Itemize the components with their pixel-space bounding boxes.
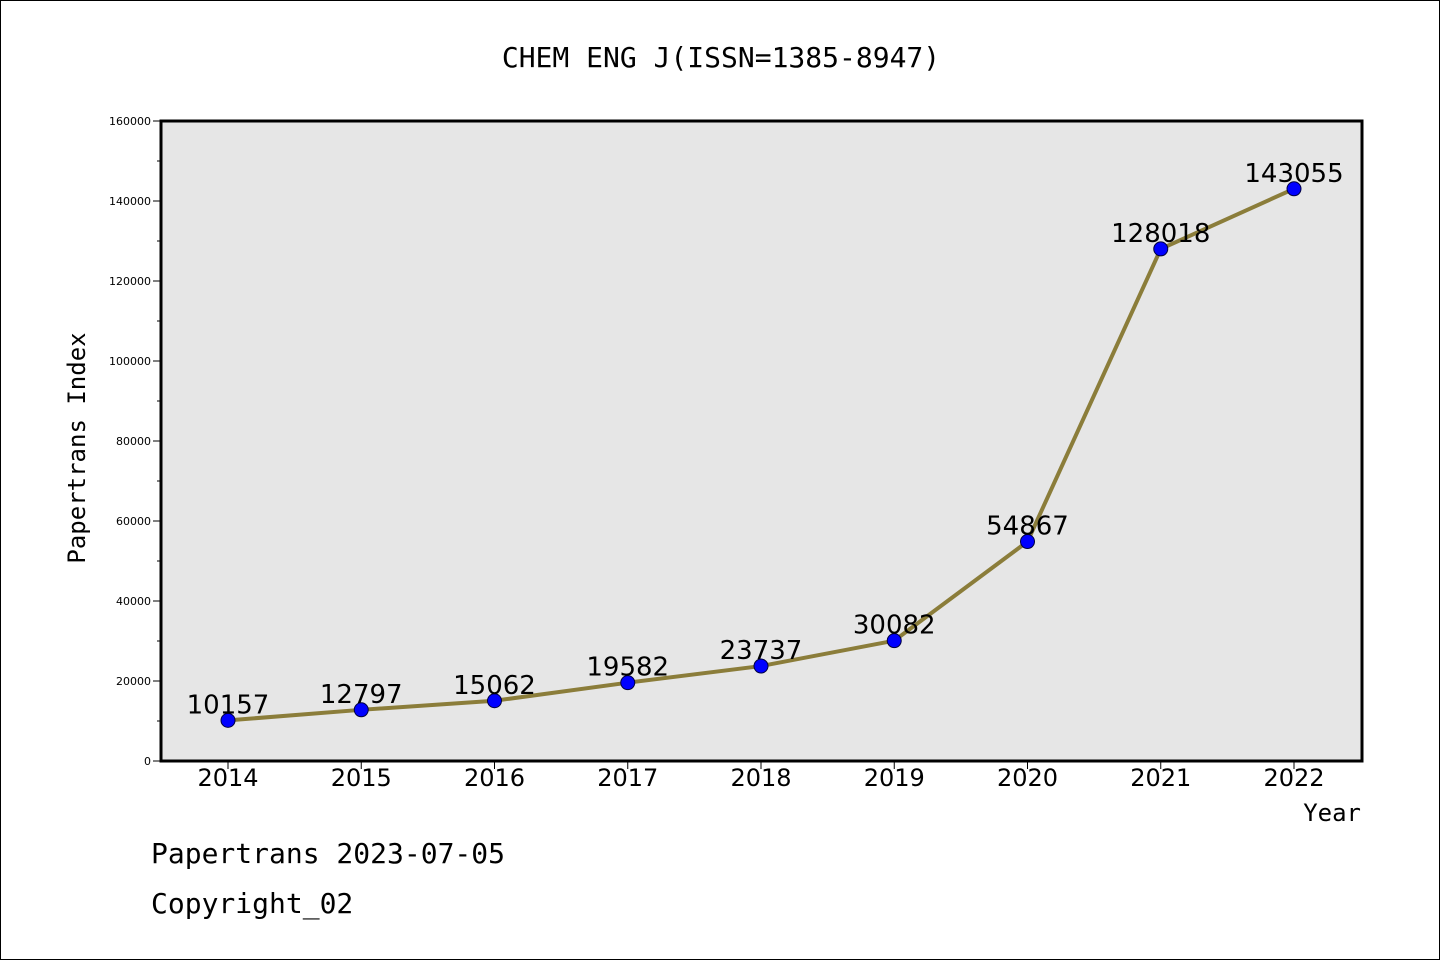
data-point	[1020, 534, 1035, 550]
x-axis-label: Year	[1303, 799, 1361, 827]
data-point	[220, 712, 236, 728]
x-tick-label: 2018	[730, 764, 791, 792]
data-label: 143055	[1244, 159, 1343, 189]
plot-area	[161, 121, 1362, 761]
data-point	[620, 675, 636, 691]
x-tick-label: 2022	[1263, 764, 1324, 792]
data-point	[886, 633, 902, 649]
x-tick-label: 2014	[197, 764, 258, 792]
x-tick-label: 2019	[864, 764, 925, 792]
footer-date: Papertrans 2023-07-05	[151, 837, 506, 870]
plot-frame	[159, 119, 1364, 763]
y-tick-label: 80000	[116, 435, 151, 448]
data-label: 15062	[453, 671, 536, 701]
data-markers	[220, 181, 1302, 728]
data-label: 19582	[586, 653, 669, 683]
y-tick-label: 0	[144, 755, 151, 768]
x-axis: 2014 2015 2016 2017 2018 2019 2020 2021 2022	[197, 761, 1325, 792]
x-tick-label: 2015	[331, 764, 392, 792]
data-point	[753, 658, 769, 674]
footer-copyright: Copyright_02	[151, 887, 354, 920]
x-tick-label: 2020	[997, 764, 1058, 792]
y-tick-label: 120000	[109, 275, 151, 288]
x-tick-label: 2017	[597, 764, 658, 792]
chart-title: CHEM ENG J(ISSN=1385-8947)	[502, 41, 940, 74]
y-tick-label: 40000	[116, 595, 151, 608]
data-label: 54867	[986, 512, 1069, 542]
y-tick-label: 100000	[109, 355, 151, 368]
data-point	[1286, 181, 1302, 197]
data-point	[487, 693, 502, 709]
y-axis-label: Papertrans Index	[63, 332, 91, 563]
y-tick-label: 60000	[116, 515, 151, 528]
data-label: 30082	[853, 611, 936, 641]
data-label: 10157	[187, 690, 270, 720]
y-axis: 0 20000 40000 60000 80000 100000 120000 140000 1…	[109, 115, 161, 768]
data-label: 12797	[320, 680, 403, 710]
x-tick-label: 2016	[464, 764, 525, 792]
data-label: 23737	[720, 636, 803, 666]
y-tick-label: 140000	[109, 195, 151, 208]
data-labels: 10157 12797 15062 19582 23737 30082 54867 12801…	[187, 159, 1344, 721]
y-tick-label: 160000	[109, 115, 151, 128]
data-label: 128018	[1111, 219, 1210, 249]
data-point	[1153, 241, 1169, 257]
x-tick-label: 2021	[1130, 764, 1191, 792]
y-tick-label: 20000	[116, 675, 151, 688]
data-point	[353, 702, 369, 718]
